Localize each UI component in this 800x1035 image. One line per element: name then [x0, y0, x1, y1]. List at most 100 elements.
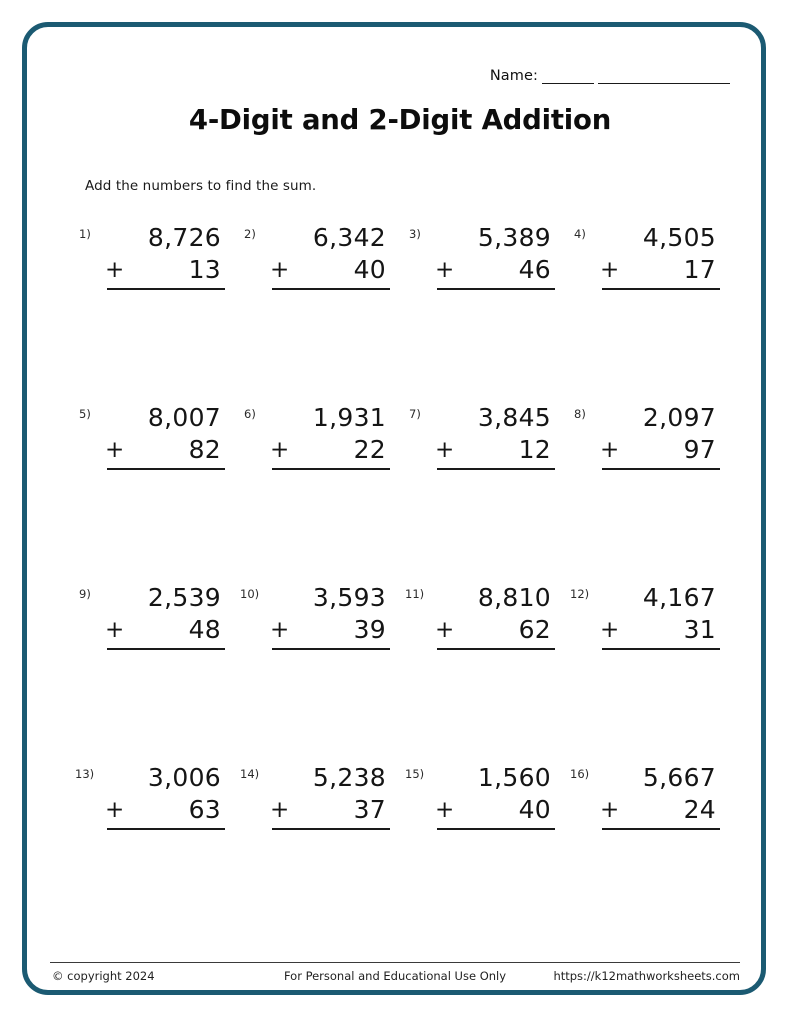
problem-stack: 2,539 + 48 [105, 582, 227, 650]
addend-bottom: 22 [353, 435, 386, 464]
addend-top: 2,097 [642, 403, 716, 432]
addend-bottom-line: + 31 [600, 613, 722, 647]
addend-bottom: 12 [518, 435, 551, 464]
answer-line[interactable] [437, 468, 555, 470]
addend-top: 4,505 [642, 223, 716, 252]
answer-line[interactable] [602, 288, 720, 290]
answer-line[interactable] [437, 648, 555, 650]
problem-number: 14) [240, 767, 260, 781]
problem-item: 5) 8,007 + 82 [75, 402, 227, 498]
problem-item: 9) 2,539 + 48 [75, 582, 227, 678]
footer-copyright: © copyright 2024 [52, 969, 155, 983]
problem-stack: 6,342 + 40 [270, 222, 392, 290]
plus-sign-icon: + [435, 257, 455, 283]
answer-line[interactable] [602, 648, 720, 650]
answer-line[interactable] [437, 288, 555, 290]
plus-sign-icon: + [105, 257, 125, 283]
plus-sign-icon: + [105, 617, 125, 643]
problem-item: 2) 6,342 + 40 [240, 222, 392, 318]
footer-usage-text: For Personal and Educational Use Only [283, 969, 507, 983]
problem-number: 12) [570, 587, 590, 601]
problem-stack: 1,931 + 22 [270, 402, 392, 470]
problem-stack: 3,845 + 12 [435, 402, 557, 470]
addend-bottom: 62 [518, 615, 551, 644]
problem-number: 7) [409, 407, 421, 421]
addend-top: 3,845 [477, 403, 551, 432]
addend-top: 5,389 [477, 223, 551, 252]
answer-line[interactable] [107, 468, 225, 470]
addend-top: 6,342 [312, 223, 386, 252]
addend-top: 5,238 [312, 763, 386, 792]
answer-line[interactable] [107, 828, 225, 830]
plus-sign-icon: + [600, 437, 620, 463]
problem-item: 7) 3,845 + 12 [405, 402, 557, 498]
addend-bottom-line: + 40 [435, 793, 557, 827]
plus-sign-icon: + [270, 257, 290, 283]
problem-number: 6) [244, 407, 256, 421]
addend-bottom-line: + 12 [435, 433, 557, 467]
answer-line[interactable] [272, 288, 390, 290]
answer-line[interactable] [602, 828, 720, 830]
answer-line[interactable] [437, 828, 555, 830]
addend-bottom: 40 [353, 255, 386, 284]
name-field[interactable]: Name: [440, 58, 730, 84]
problem-stack: 3,593 + 39 [270, 582, 392, 650]
problem-item: 12) 4,167 + 31 [570, 582, 722, 678]
plus-sign-icon: + [600, 257, 620, 283]
addend-bottom-line: + 97 [600, 433, 722, 467]
addend-bottom-line: + 46 [435, 253, 557, 287]
plus-sign-icon: + [270, 617, 290, 643]
plus-sign-icon: + [600, 797, 620, 823]
addend-bottom: 31 [683, 615, 716, 644]
addend-bottom-line: + 22 [270, 433, 392, 467]
problem-item: 13) 3,006 + 63 [75, 762, 227, 858]
addend-bottom-line: + 37 [270, 793, 392, 827]
plus-sign-icon: + [435, 797, 455, 823]
problem-item: 3) 5,389 + 46 [405, 222, 557, 318]
problem-stack: 8,810 + 62 [435, 582, 557, 650]
addend-top: 8,726 [147, 223, 221, 252]
plus-sign-icon: + [435, 437, 455, 463]
footer-url[interactable]: https://k12mathworksheets.com [553, 969, 740, 983]
page-title: 4-Digit and 2-Digit Addition [188, 104, 612, 136]
problem-stack: 2,097 + 97 [600, 402, 722, 470]
problem-number: 1) [79, 227, 91, 241]
answer-line[interactable] [107, 288, 225, 290]
addend-top: 1,931 [312, 403, 386, 432]
addend-bottom: 39 [353, 615, 386, 644]
addend-top: 2,539 [147, 583, 221, 612]
name-field-blank-short[interactable] [542, 69, 594, 84]
problem-item: 10) 3,593 + 39 [240, 582, 392, 678]
problem-number: 11) [405, 587, 425, 601]
answer-line[interactable] [272, 468, 390, 470]
problem-number: 8) [574, 407, 586, 421]
problem-number: 9) [79, 587, 91, 601]
page-border-frame [22, 22, 766, 995]
instruction-text: Add the numbers to find the sum. [85, 178, 317, 194]
plus-sign-icon: + [600, 617, 620, 643]
answer-line[interactable] [602, 468, 720, 470]
problem-stack: 4,505 + 17 [600, 222, 722, 290]
answer-line[interactable] [272, 648, 390, 650]
problem-number: 13) [75, 767, 95, 781]
addend-top: 8,810 [477, 583, 551, 612]
addend-bottom-line: + 17 [600, 253, 722, 287]
answer-line[interactable] [107, 648, 225, 650]
name-field-blank-long[interactable] [598, 69, 730, 84]
problem-number: 5) [79, 407, 91, 421]
problem-number: 3) [409, 227, 421, 241]
plus-sign-icon: + [270, 437, 290, 463]
addend-top: 4,167 [642, 583, 716, 612]
problem-item: 14) 5,238 + 37 [240, 762, 392, 858]
problem-item: 11) 8,810 + 62 [405, 582, 557, 678]
addend-bottom: 63 [188, 795, 221, 824]
problem-item: 8) 2,097 + 97 [570, 402, 722, 498]
answer-line[interactable] [272, 828, 390, 830]
problem-grid: 1) 8,726 + 13 2) 6,342 + 40 [75, 222, 725, 942]
problem-number: 10) [240, 587, 260, 601]
addend-bottom: 40 [518, 795, 551, 824]
problem-number: 16) [570, 767, 590, 781]
addend-bottom-line: + 82 [105, 433, 227, 467]
addend-bottom-line: + 13 [105, 253, 227, 287]
